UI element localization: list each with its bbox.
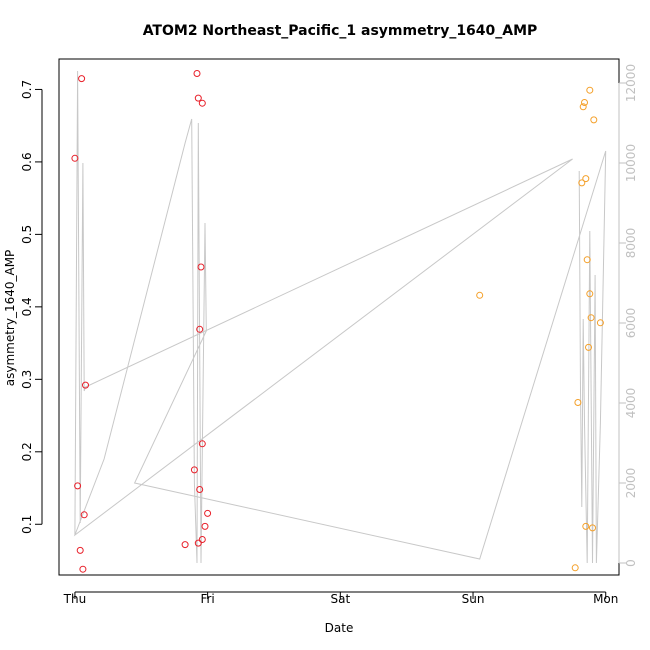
- data-point: [574, 399, 582, 406]
- y-right-tick-label: 2000: [624, 468, 638, 499]
- data-point: [581, 99, 588, 106]
- data-point: [78, 75, 86, 83]
- x-tick-label: Fri: [200, 592, 214, 606]
- data-point: [571, 564, 579, 572]
- data-point: [589, 524, 596, 532]
- y-tick-label: 0.4: [20, 297, 34, 316]
- y-tick-label: 0.5: [20, 225, 34, 244]
- plot-frame: [58, 58, 620, 576]
- data-point: [193, 70, 201, 77]
- data-point: [582, 175, 590, 183]
- right-axis-line-layer: [73, 70, 607, 564]
- data-point: [198, 536, 206, 543]
- data-point: [596, 319, 604, 327]
- data-point: [583, 256, 591, 264]
- x-tick-label: Mon: [593, 592, 618, 606]
- y-right-tick-label: 0: [624, 559, 638, 567]
- y-tick-label: 0.6: [20, 152, 34, 171]
- data-point: [74, 482, 82, 490]
- x-tick-label: Sun: [462, 592, 485, 606]
- data-point: [79, 565, 87, 573]
- data-point: [194, 94, 202, 102]
- data-point: [190, 466, 198, 474]
- x-tick-label: Sat: [330, 592, 350, 606]
- chart-title: ATOM2 Northeast_Pacific_1 asymmetry_1640…: [143, 23, 538, 39]
- data-point: [198, 99, 206, 107]
- data-point: [196, 325, 204, 333]
- data-point: [585, 343, 592, 351]
- y-axis-right: 0 2000 4000 6000 8000 10000 12000: [618, 64, 638, 567]
- data-point: [198, 440, 206, 448]
- points-layer: [71, 70, 604, 573]
- y-tick-label: 0.7: [20, 80, 34, 99]
- data-point: [80, 511, 88, 519]
- data-point: [181, 541, 189, 549]
- y-axis: 0.1 0.2 0.3 0.4 0.5 0.6 0.7: [20, 80, 43, 534]
- data-point: [590, 116, 598, 124]
- data-point: [579, 103, 587, 111]
- data-point: [82, 381, 89, 389]
- x-axis: Thu Fri Sat Sun Mon: [63, 591, 618, 606]
- y-tick-label: 0.1: [20, 515, 34, 534]
- data-point: [201, 522, 209, 530]
- data-point: [586, 290, 594, 298]
- data-point: [578, 179, 586, 187]
- y-right-tick-label: 8000: [624, 228, 638, 259]
- data-point: [194, 539, 202, 547]
- data-point: [197, 263, 205, 271]
- data-point: [196, 486, 204, 493]
- y-axis-label: asymmetry_1640_AMP: [3, 250, 17, 387]
- y-tick-label: 0.3: [20, 370, 34, 389]
- data-point: [476, 291, 484, 299]
- data-point: [76, 546, 84, 554]
- right-axis-series-line: [73, 70, 607, 564]
- data-point: [587, 314, 595, 322]
- y-right-tick-label: 10000: [624, 144, 638, 182]
- data-point: [582, 522, 590, 530]
- data-point: [71, 154, 79, 162]
- y-right-tick-label: 4000: [624, 388, 638, 419]
- x-axis-label: Date: [325, 621, 354, 635]
- data-point: [204, 509, 212, 517]
- data-point: [586, 86, 594, 94]
- y-right-tick-label: 12000: [624, 64, 638, 102]
- x-tick-label: Thu: [63, 592, 87, 606]
- y-tick-label: 0.2: [20, 442, 34, 461]
- y-right-tick-label: 6000: [624, 308, 638, 339]
